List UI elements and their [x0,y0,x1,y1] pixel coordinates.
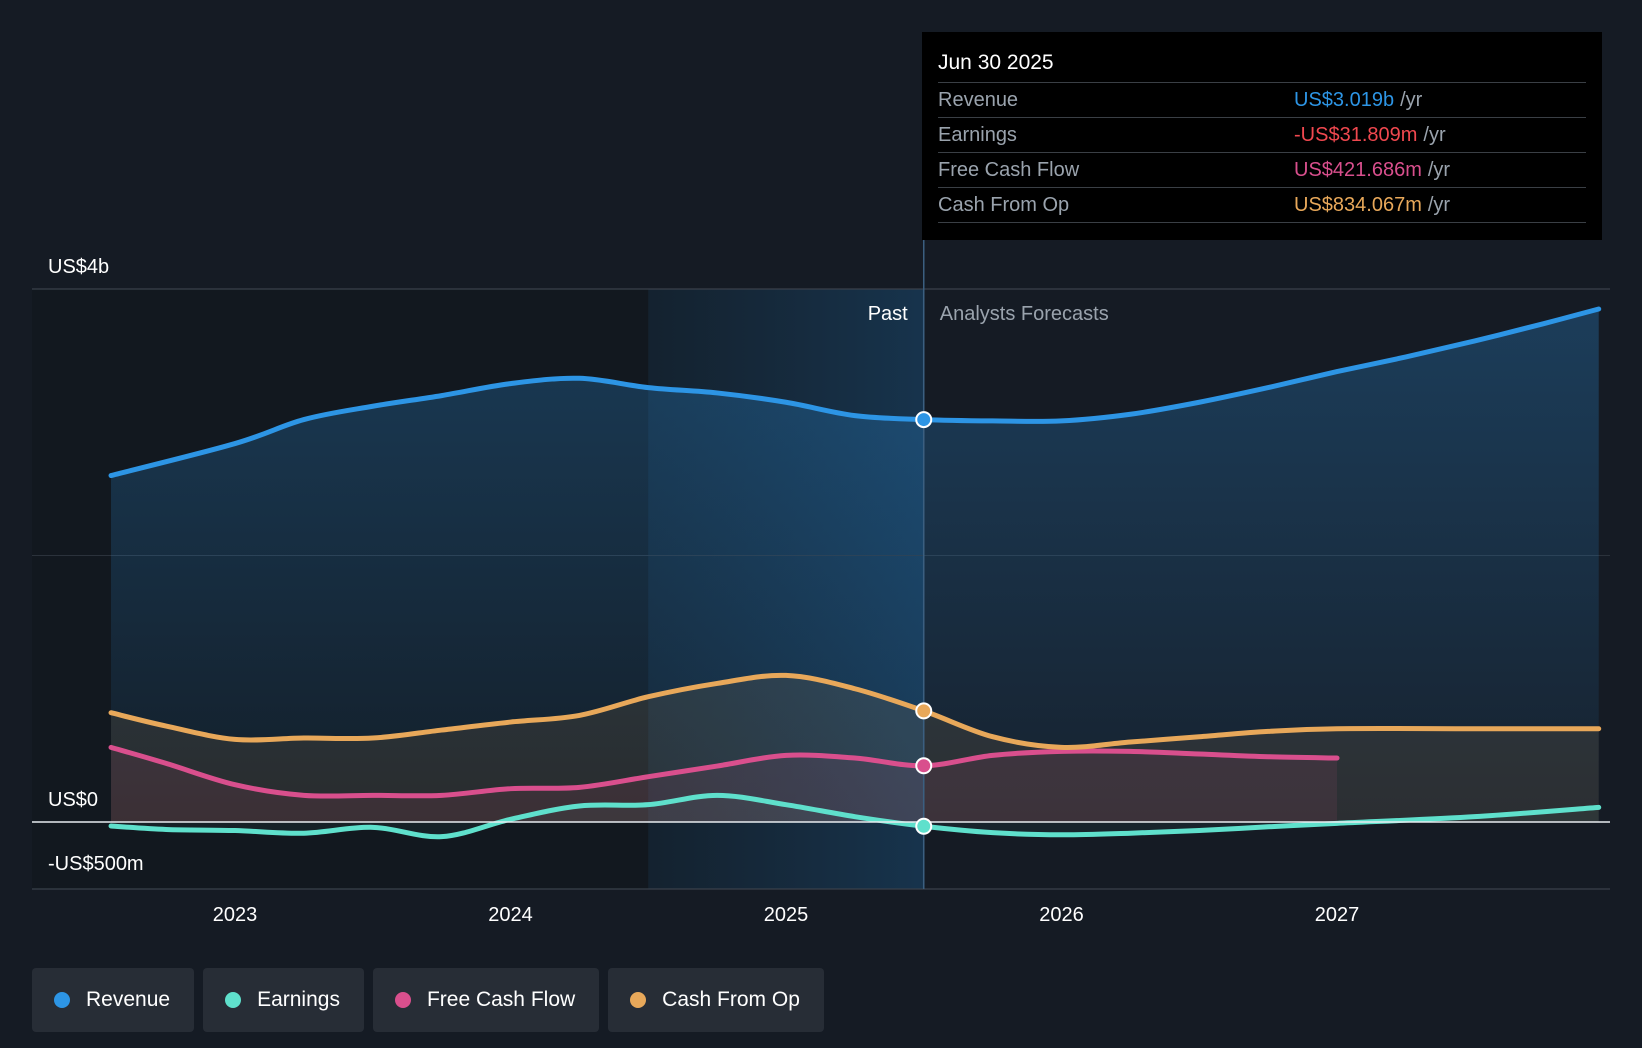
tooltip-value: US$421.686m [1294,158,1422,181]
legend: Revenue Earnings Free Cash Flow Cash Fro… [32,968,824,1032]
tooltip-label: Earnings [938,123,1017,146]
free-cash-flow-line [108,744,1340,799]
y-label-min: -US$500m [48,853,144,875]
legend-dot-icon [630,992,647,1008]
legend-label: Earnings [257,988,340,1011]
tooltip-value: US$834.067m [1294,193,1422,216]
cash-from-op-line [108,672,1602,750]
tooltip-label: Revenue [938,88,1019,111]
revenue-marker [915,411,933,429]
x-tick-2027: 2027 [1315,904,1360,926]
legend-item-free-cash-flow[interactable]: Free Cash Flow [372,968,600,1032]
revenue-line [108,306,1602,479]
earnings-line [108,792,1602,840]
tooltip-unit: /yr [1427,158,1451,181]
tooltip-row-earnings: Earnings -US$31.809m /yr [938,117,1586,152]
tooltip-label: Free Cash Flow [938,158,1080,181]
cash-from-op-marker [915,702,933,720]
tooltip-row-free-cash-flow: Free Cash Flow US$421.686m /yr [938,152,1586,187]
y-label-max: US$4b [48,256,109,278]
free-cash-flow-marker [915,757,933,775]
tooltip-unit: /yr [1423,123,1446,146]
free-cash-flow-area [111,747,1337,822]
legend-item-earnings[interactable]: Earnings [203,968,364,1032]
x-tick-2024: 2024 [488,904,533,926]
legend-label: Free Cash Flow [426,988,576,1011]
legend-dot-icon [54,992,70,1008]
tooltip-value: -US$31.809m [1294,123,1418,146]
tooltip-unit: /yr [1427,193,1451,216]
tooltip-value: US$3.019b [1294,88,1395,111]
tooltip-row-cash-from-op: Cash From Op US$834.067m /yr [938,187,1586,223]
tooltip-panel: Jun 30 2025 Revenue US$3.019b /yr Earnin… [922,32,1602,240]
y-label-zero: US$0 [48,789,98,811]
past-label: Past [868,303,908,325]
x-tick-2025: 2025 [764,904,809,926]
legend-dot-icon [394,992,411,1008]
forecast-label: Analysts Forecasts [940,303,1109,325]
legend-item-cash-from-op[interactable]: Cash From Op [608,968,824,1032]
legend-item-revenue[interactable]: Revenue [32,968,195,1032]
legend-dot-icon [225,992,242,1008]
tooltip-row-revenue: Revenue US$3.019b /yr [938,82,1586,117]
earnings-marker [915,817,933,835]
legend-label: Revenue [86,988,171,1011]
tooltip-date: Jun 30 2025 [938,51,1054,74]
tooltip-label: Cash From Op [938,193,1070,216]
cash-from-op-area [111,675,1599,822]
legend-label: Cash From Op [662,988,800,1011]
x-tick-2026: 2026 [1039,904,1084,926]
x-tick-2023: 2023 [213,904,258,926]
tooltip-unit: /yr [1400,88,1423,111]
revenue-area [111,308,1599,822]
